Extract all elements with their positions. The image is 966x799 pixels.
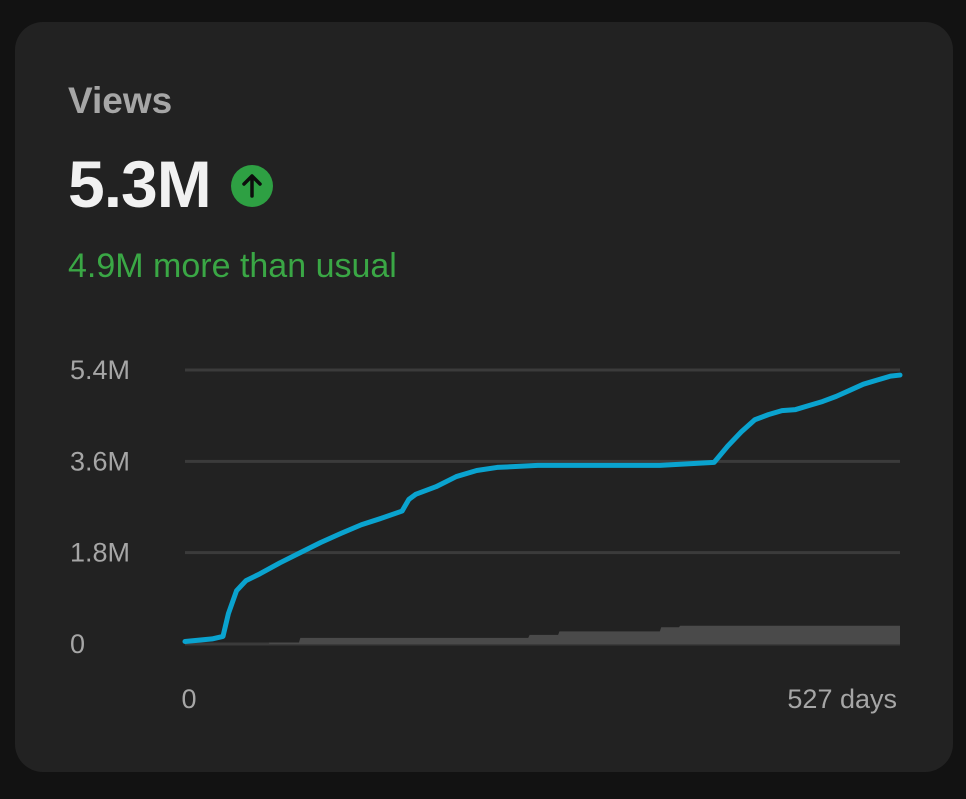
views-value: 5.3M [68,147,212,221]
views-line-layer [182,372,903,644]
views-card: Views 5.3M 4.9M more than usual 0 1.8M 3.6… [15,22,953,772]
typical-area-layer [269,625,900,644]
y-tick-label: 5.4M [70,355,130,385]
typical-views-area [269,625,900,644]
arrow-up-circle-icon [230,165,273,207]
card-title: Views [68,80,173,121]
views-line [182,372,903,644]
x-tick-label: 0 [181,684,196,714]
y-tick-layer: 0 1.8M 3.6M 5.4M [70,355,130,659]
comparison-text: 4.9M more than usual [68,247,397,285]
x-tick-label: 527 days [787,684,897,714]
x-tick-layer: 0 527 days [181,684,897,714]
y-tick-label: 1.8M [70,538,130,568]
y-tick-label: 0 [70,629,85,659]
views-chart: 0 1.8M 3.6M 5.4M 0 527 days [70,355,903,714]
value-row: 5.3M [68,146,273,222]
y-tick-label: 3.6M [70,446,130,476]
